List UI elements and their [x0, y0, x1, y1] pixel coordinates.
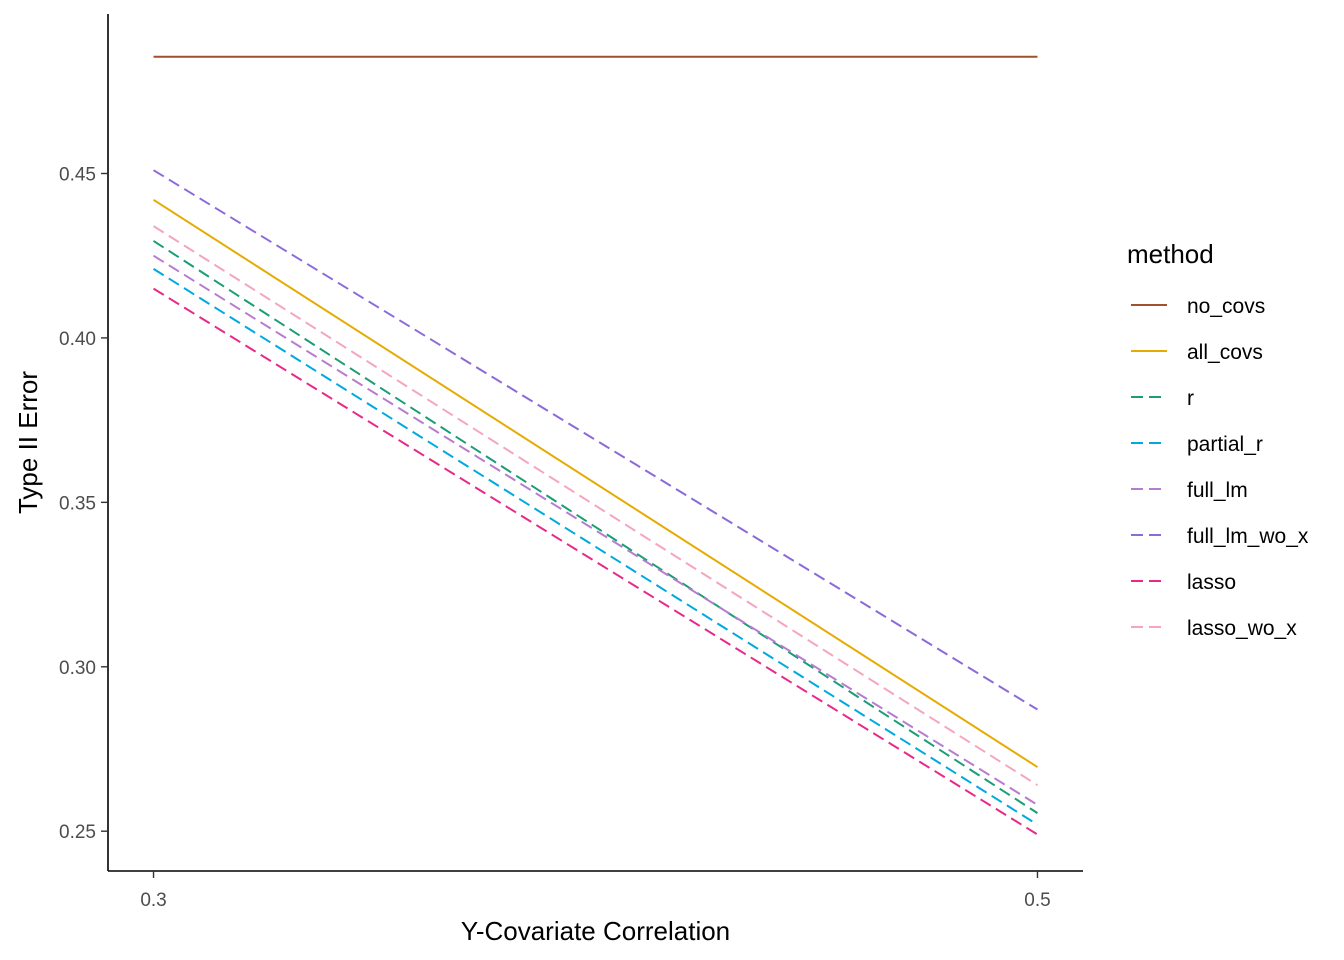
y-axis-ticks: 0.25 0.30 0.35 0.40 0.45: [59, 164, 108, 843]
y-tick-label: 0.25: [59, 822, 96, 843]
legend-label: lasso: [1187, 571, 1236, 594]
x-axis-ticks: 0.3 0.5: [140, 871, 1051, 911]
legend-label: lasso_wo_x: [1187, 617, 1297, 640]
series-line-full-lm-wo-x: [153, 169, 1038, 711]
y-tick-label: 0.30: [59, 658, 96, 679]
y-tick-label: 0.45: [59, 164, 96, 185]
y-tick-label: 0.40: [59, 329, 96, 350]
series-line-lasso-wo-x: [152, 225, 1039, 787]
series-line-partial-r: [152, 268, 1039, 826]
y-tick-label: 0.35: [59, 493, 96, 514]
y-axis-title: Type II Error: [13, 371, 43, 514]
legend-label: all_covs: [1187, 341, 1263, 364]
x-tick-label: 0.5: [1024, 890, 1050, 911]
series-line-all-covs: [152, 198, 1039, 768]
series-line-r: [152, 240, 1039, 814]
legend-label: full_lm: [1187, 479, 1248, 502]
legend-label: partial_r: [1187, 433, 1263, 456]
legend-label: full_lm_wo_x: [1187, 525, 1309, 548]
plot-lines: [152, 55, 1039, 836]
x-axis-title: Y-Covariate Correlation: [461, 916, 730, 946]
x-tick-label: 0.3: [140, 890, 166, 911]
legend-label: r: [1187, 387, 1194, 410]
legend-title: method: [1127, 239, 1214, 269]
series-line-lasso: [152, 287, 1039, 836]
series-line-full-lm: [152, 254, 1039, 806]
legend-label: no_covs: [1187, 295, 1265, 318]
